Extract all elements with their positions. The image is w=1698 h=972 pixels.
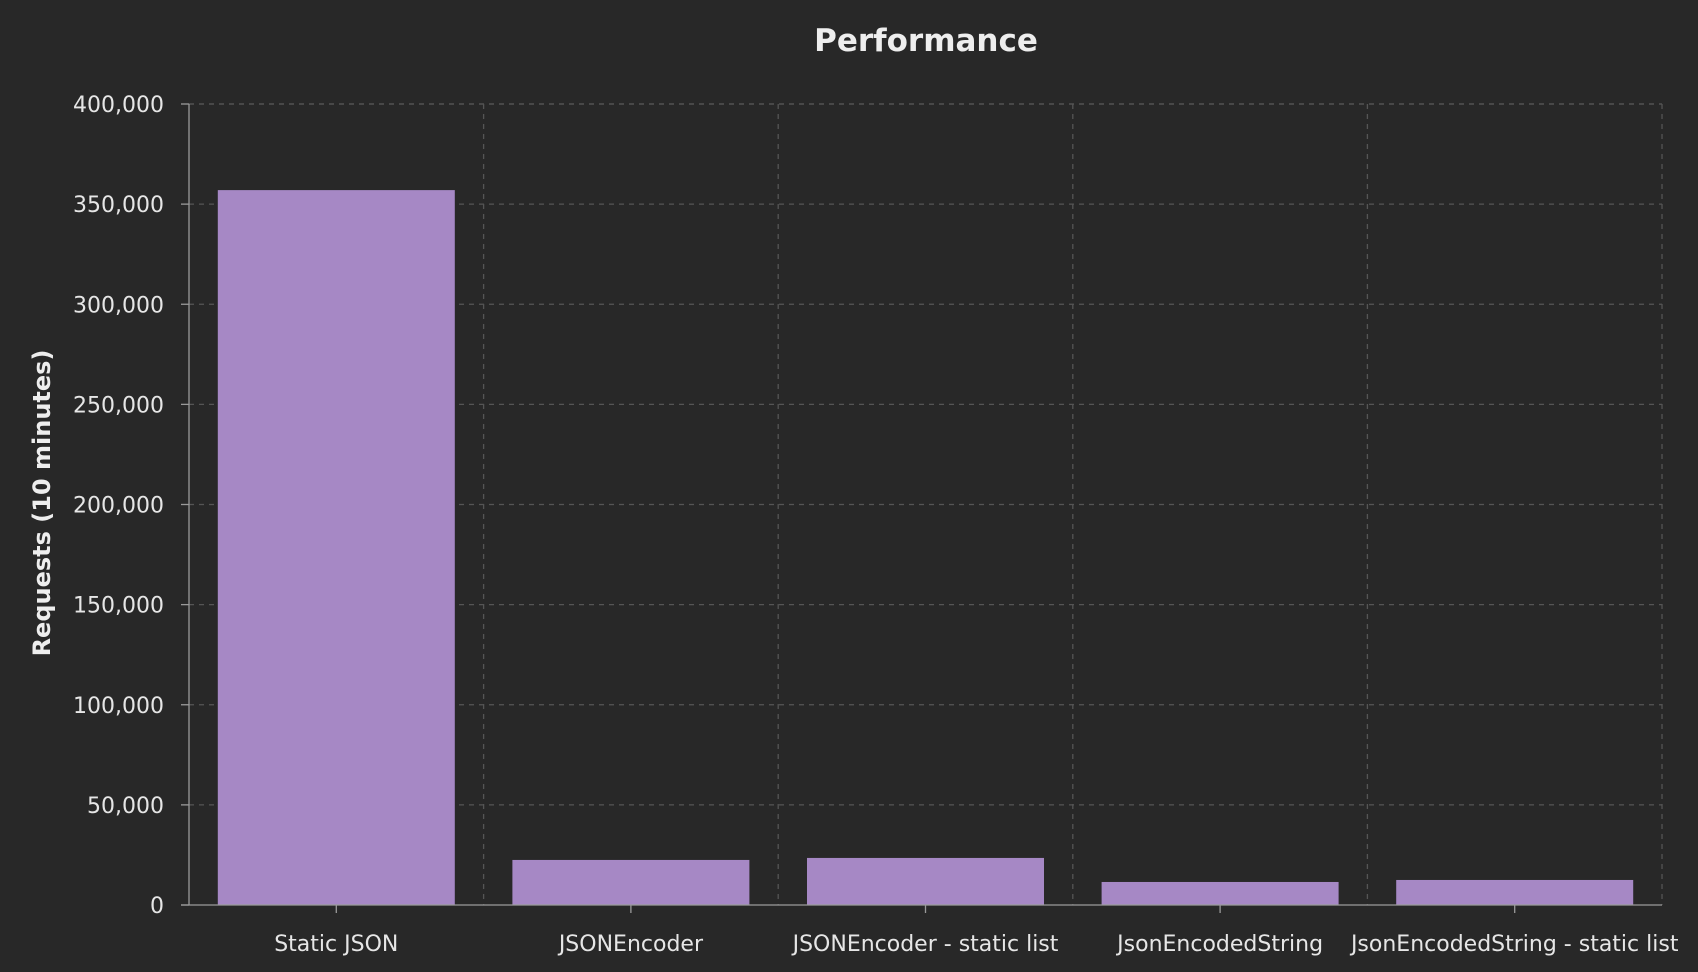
bar — [217, 190, 455, 906]
y-tick-label: 300,000 — [73, 293, 164, 318]
y-tick-label: 200,000 — [73, 494, 164, 519]
y-axis-label: Requests (10 minutes) — [28, 350, 56, 657]
axes — [181, 103, 1662, 913]
y-tick-label: 50,000 — [87, 794, 164, 819]
grid-lines — [189, 103, 1663, 905]
chart-title: Performance — [814, 23, 1038, 59]
bars — [217, 190, 1634, 906]
x-tick-label: JSONEncoder — [557, 932, 704, 957]
bar — [1101, 881, 1339, 905]
x-tick-label: JsonEncodedString — [1115, 932, 1323, 957]
x-tick-labels: Static JSON JSONEncoder JSONEncoder - stat… — [274, 932, 1679, 957]
x-tick-label: Static JSON — [274, 932, 398, 957]
y-tick-label: 0 — [150, 894, 164, 919]
bar — [807, 857, 1044, 905]
bar — [1396, 879, 1634, 905]
bar — [512, 859, 750, 905]
y-tick-label: 100,000 — [73, 694, 164, 719]
y-tick-labels: 0 50,000 100,000 150,000 200,000 250,000 300,0… — [73, 93, 164, 919]
y-tick-label: 400,000 — [73, 93, 164, 118]
x-tick-label: JSONEncoder - static list — [791, 932, 1059, 957]
y-tick-label: 350,000 — [73, 193, 164, 218]
y-tick-label: 250,000 — [73, 393, 164, 418]
y-tick-label: 150,000 — [73, 594, 164, 619]
x-tick-label: JsonEncodedString - static list — [1349, 932, 1679, 957]
